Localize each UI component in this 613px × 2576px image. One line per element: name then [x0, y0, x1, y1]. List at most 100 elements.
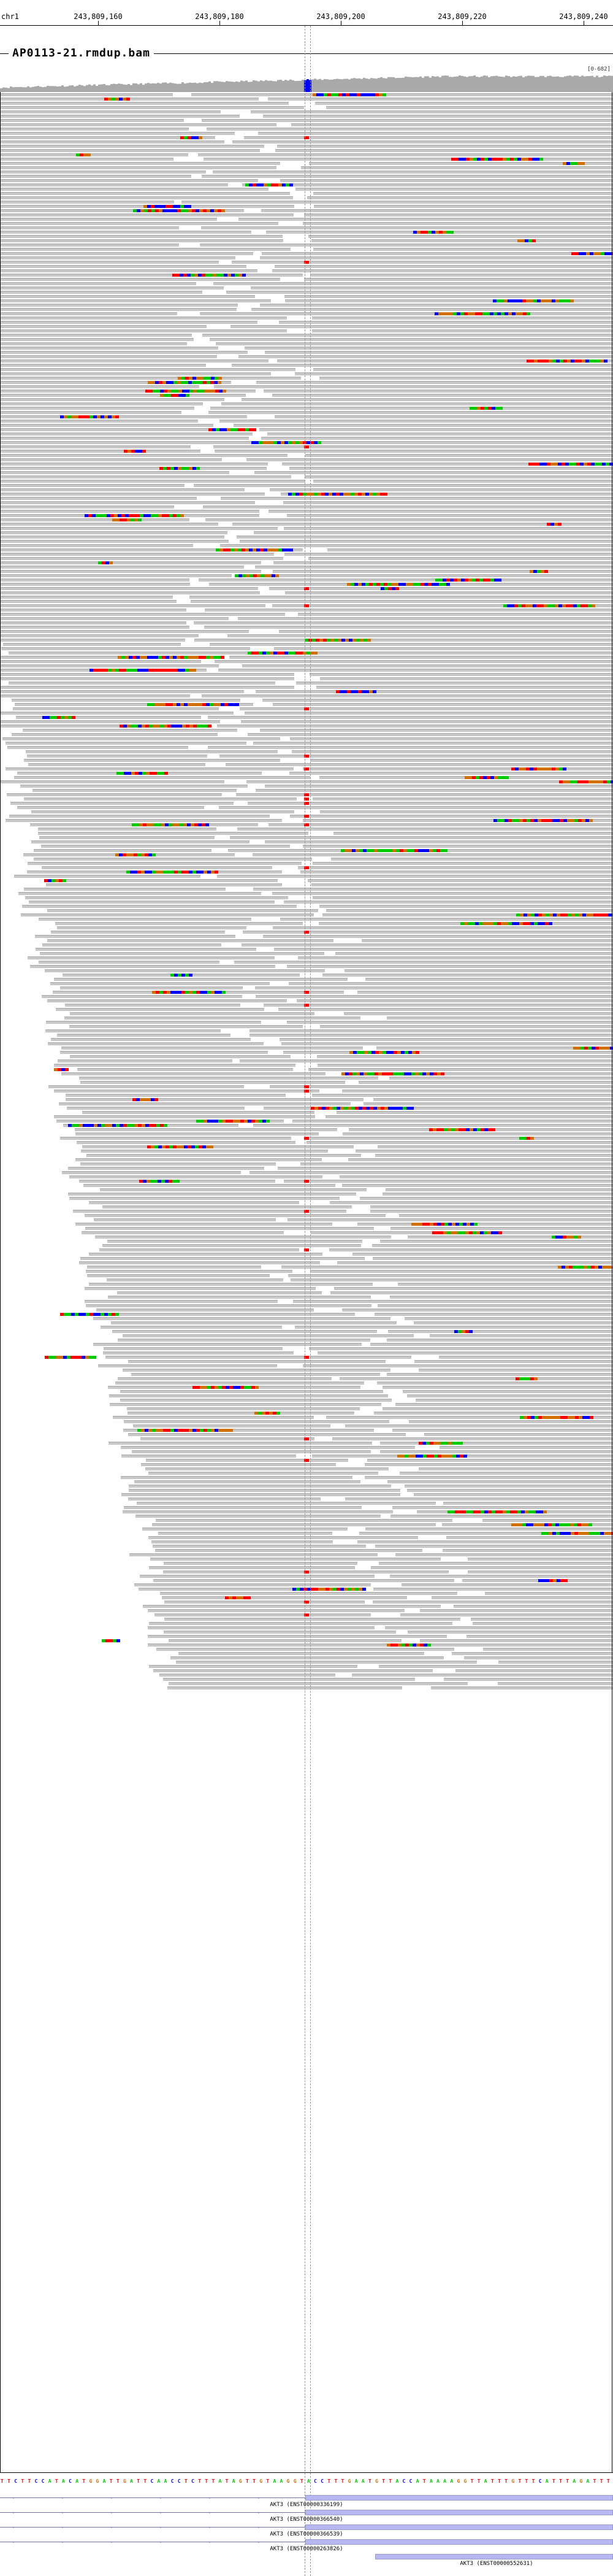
aligned-read[interactable]	[269, 1085, 613, 1088]
aligned-read[interactable]	[41, 866, 272, 869]
aligned-read[interactable]	[0, 527, 278, 530]
aligned-read[interactable]	[218, 669, 613, 672]
read-alignments-panel[interactable]	[0, 92, 613, 2472]
aligned-read[interactable]	[9, 652, 248, 655]
aligned-read[interactable]	[208, 746, 613, 749]
aligned-read[interactable]	[263, 1107, 613, 1110]
aligned-read[interactable]	[150, 1558, 441, 1561]
aligned-read[interactable]	[379, 1442, 613, 1445]
aligned-read[interactable]	[440, 1446, 613, 1449]
aligned-read[interactable]	[48, 879, 278, 882]
aligned-read[interactable]	[149, 1566, 356, 1569]
aligned-read[interactable]	[7, 746, 189, 749]
aligned-read[interactable]	[232, 523, 613, 526]
aligned-read[interactable]	[17, 806, 205, 809]
aligned-read[interactable]	[378, 1562, 613, 1565]
aligned-read[interactable]	[411, 1644, 613, 1647]
aligned-read[interactable]	[0, 639, 186, 642]
aligned-read[interactable]	[259, 428, 613, 431]
aligned-read[interactable]	[59, 1051, 268, 1054]
aligned-read[interactable]	[390, 1227, 613, 1230]
aligned-read[interactable]	[312, 798, 613, 801]
aligned-read[interactable]	[0, 437, 249, 440]
aligned-read[interactable]	[231, 364, 613, 367]
aligned-read[interactable]	[278, 1167, 613, 1170]
aligned-read[interactable]	[310, 673, 613, 676]
aligned-read[interactable]	[201, 226, 613, 229]
aligned-read[interactable]	[99, 1248, 299, 1251]
aligned-read[interactable]	[122, 1510, 393, 1513]
aligned-read[interactable]	[56, 1120, 284, 1123]
aligned-read[interactable]	[128, 1412, 354, 1415]
aligned-read[interactable]	[0, 162, 280, 165]
aligned-read[interactable]	[194, 639, 613, 642]
aligned-read[interactable]	[87, 1266, 261, 1269]
aligned-read[interactable]	[217, 725, 613, 728]
aligned-read[interactable]	[29, 965, 275, 968]
aligned-read[interactable]	[273, 647, 613, 650]
aligned-read[interactable]	[327, 548, 613, 552]
aligned-read[interactable]	[306, 1141, 613, 1144]
aligned-read[interactable]	[482, 1519, 613, 1522]
aligned-read[interactable]	[61, 1072, 326, 1075]
aligned-read[interactable]	[316, 686, 613, 689]
aligned-read[interactable]	[372, 1601, 613, 1604]
aligned-read[interactable]	[204, 158, 613, 161]
aligned-read[interactable]	[128, 1360, 386, 1363]
aligned-read[interactable]	[0, 153, 188, 156]
aligned-read[interactable]	[59, 1137, 291, 1140]
aligned-read[interactable]	[414, 1360, 613, 1363]
aligned-read[interactable]	[48, 1085, 245, 1088]
aligned-read[interactable]	[376, 1047, 613, 1050]
aligned-read[interactable]	[66, 1107, 245, 1110]
aligned-read[interactable]	[135, 1515, 381, 1518]
aligned-read[interactable]	[332, 1437, 613, 1440]
aligned-read[interactable]	[0, 780, 225, 783]
aligned-read[interactable]	[109, 1394, 388, 1398]
aligned-read[interactable]	[66, 1094, 286, 1097]
aligned-read[interactable]	[12, 699, 240, 702]
aligned-read[interactable]	[151, 1540, 333, 1544]
aligned-read[interactable]	[0, 334, 192, 337]
aligned-read[interactable]	[56, 1008, 265, 1011]
aligned-read[interactable]	[218, 806, 613, 809]
aligned-read[interactable]	[0, 317, 287, 320]
aligned-read[interactable]	[289, 982, 613, 985]
genomic-ruler[interactable]: chr1 243,809,160 243,809,180 243,809,200…	[0, 0, 613, 26]
aligned-read[interactable]	[204, 626, 613, 629]
aligned-read[interactable]	[164, 1562, 357, 1565]
aligned-read[interactable]	[243, 136, 613, 139]
aligned-read[interactable]	[198, 579, 613, 582]
aligned-read[interactable]	[302, 845, 613, 848]
aligned-read[interactable]	[237, 828, 613, 831]
aligned-read[interactable]	[0, 531, 228, 534]
aligned-read[interactable]	[86, 1304, 371, 1307]
aligned-read[interactable]	[255, 789, 613, 792]
aligned-read[interactable]	[291, 750, 613, 753]
aligned-read[interactable]	[470, 1618, 613, 1621]
aligned-read[interactable]	[280, 918, 613, 921]
aligned-read[interactable]	[3, 643, 181, 646]
aligned-read[interactable]	[47, 939, 334, 942]
aligned-read[interactable]	[272, 269, 613, 272]
aligned-read[interactable]	[221, 497, 613, 500]
aligned-read[interactable]	[190, 600, 613, 603]
aligned-read[interactable]	[373, 1098, 613, 1101]
aligned-read[interactable]	[431, 1686, 613, 1690]
aligned-read[interactable]	[399, 1472, 613, 1475]
aligned-read[interactable]	[272, 394, 613, 397]
aligned-read[interactable]	[432, 1596, 613, 1599]
aligned-read[interactable]	[418, 1369, 613, 1372]
aligned-read[interactable]	[372, 1244, 613, 1247]
aligned-read[interactable]	[198, 153, 613, 156]
aligned-read[interactable]	[0, 295, 255, 298]
aligned-read[interactable]	[38, 961, 219, 964]
aligned-read[interactable]	[291, 123, 613, 126]
aligned-read[interactable]	[249, 1171, 613, 1174]
aligned-read[interactable]	[226, 291, 613, 294]
aligned-read[interactable]	[0, 256, 236, 260]
aligned-read[interactable]	[26, 755, 208, 758]
gene-transcript[interactable]: AKT3 (ENST00000552631)	[0, 2552, 613, 2567]
aligned-read[interactable]	[375, 1545, 613, 1548]
aligned-read[interactable]	[123, 1369, 391, 1372]
